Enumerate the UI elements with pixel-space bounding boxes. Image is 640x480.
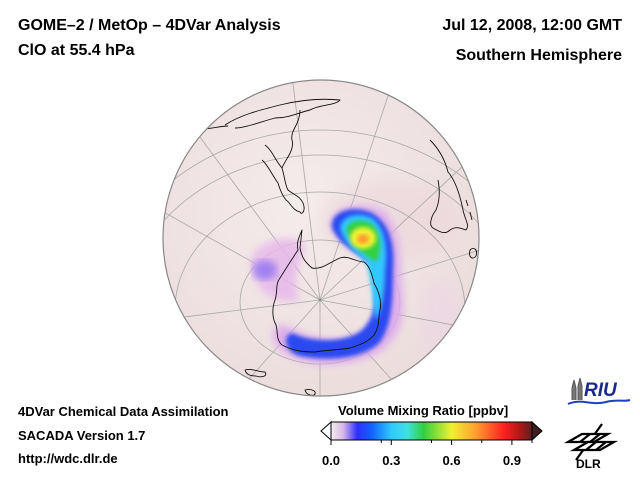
- coastline-island: [244, 369, 267, 378]
- footer-line-1: 4DVar Chemical Data Assimilation: [18, 404, 229, 419]
- colorbar-tick-label: 0.9: [502, 453, 521, 468]
- colorbar-tick-label: 0.0: [321, 453, 341, 468]
- dlr-logo-text: DLR: [576, 457, 601, 470]
- clo-max-core: [357, 234, 369, 244]
- meridian-line: [319, 149, 479, 301]
- colorbar-ticks: [330, 440, 533, 445]
- footer-url[interactable]: http://wdc.dlr.de: [18, 451, 118, 466]
- dlr-logo: DLR: [563, 423, 619, 470]
- south-pole-marker: [318, 298, 322, 302]
- riu-logo: RIU: [567, 377, 631, 405]
- cathedral-icon: [571, 377, 583, 400]
- coastline-south-america: [224, 98, 341, 214]
- riu-logo-text: RIU: [584, 380, 618, 401]
- coastline-island: [304, 389, 316, 396]
- colorbar: [320, 420, 543, 445]
- clo-low-halo: [250, 238, 305, 301]
- clo-field: [250, 205, 404, 365]
- dlr-emblem-icon: [563, 423, 619, 461]
- date-label: Jul 12, 2008, 12:00 GMT: [442, 17, 622, 34]
- colorbar-gradient: [330, 421, 533, 441]
- colorbar-under-arrow: [320, 420, 332, 442]
- meridian-line: [163, 299, 321, 321]
- meridian-line: [319, 80, 401, 301]
- coastline-madagascar: [469, 247, 477, 259]
- title-line-1: GOME–2 / MetOp – 4DVar Analysis: [18, 17, 281, 34]
- coastline-africa: [429, 139, 468, 234]
- river-line: [567, 399, 631, 405]
- hemisphere-label: Southern Hemisphere: [455, 47, 622, 64]
- coastline-antarctica: [272, 229, 381, 353]
- title-line-2: ClO at 55.4 hPa: [18, 42, 135, 59]
- latitude-line: [163, 129, 479, 396]
- footer-line-2: SACADA Version 1.7: [18, 428, 146, 443]
- latitude-line: [163, 154, 479, 396]
- colorbar-tick-label: 0.3: [382, 453, 401, 468]
- coastline-island: [465, 199, 473, 221]
- colorbar-tick-label: 0.6: [442, 453, 461, 468]
- clo-violet-patch: [253, 260, 277, 280]
- colorbar-over-arrow: [531, 420, 543, 442]
- colorbar-title: Volume Mixing Ratio [ppbv]: [338, 403, 509, 418]
- globe-outline: [162, 79, 480, 397]
- meridian-line: [289, 80, 321, 301]
